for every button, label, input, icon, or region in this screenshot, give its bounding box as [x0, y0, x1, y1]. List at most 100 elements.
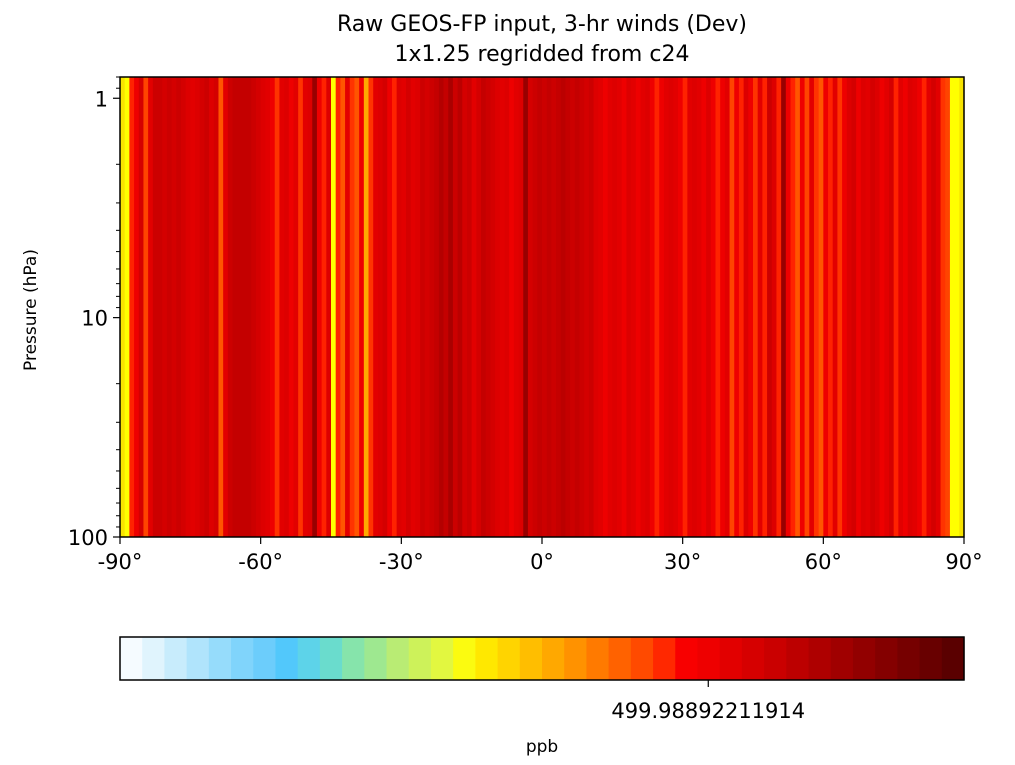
- heatmap-band: [523, 77, 529, 537]
- heatmap-band: [396, 77, 402, 537]
- x-tick-label: 60°: [805, 550, 842, 574]
- heatmap-band: [565, 77, 571, 537]
- colorbar-segment: [542, 637, 565, 680]
- heatmap-band: [954, 77, 960, 537]
- heatmap-band: [443, 77, 449, 537]
- heatmap-band: [246, 77, 252, 537]
- heatmap-band: [251, 77, 257, 537]
- heatmap-band: [532, 77, 538, 537]
- heatmap-band: [635, 77, 642, 537]
- x-tick-label: 30°: [664, 550, 701, 574]
- heatmap-band: [574, 77, 581, 537]
- heatmap-band: [232, 77, 238, 537]
- heatmap-band: [340, 77, 346, 537]
- heatmap-band: [204, 77, 210, 537]
- colorbar-segment: [653, 637, 676, 680]
- heatmap-band: [227, 77, 234, 537]
- heatmap-band: [218, 77, 224, 537]
- heatmap-band: [335, 77, 341, 537]
- heatmap-band: [190, 77, 196, 537]
- y-tick-label: 10: [81, 307, 108, 331]
- heatmap-band: [176, 77, 182, 537]
- heatmap-band: [509, 77, 515, 537]
- colorbar-segment: [275, 637, 299, 680]
- heatmap-band: [588, 77, 595, 537]
- heatmap-band: [382, 77, 388, 537]
- heatmap-band: [767, 77, 773, 537]
- heatmap-band: [842, 77, 848, 537]
- heatmap-band: [659, 77, 665, 537]
- colorbar-segment: [408, 637, 432, 680]
- heatmap-band: [757, 77, 763, 537]
- heatmap-band: [917, 77, 923, 537]
- colorbar-segment: [164, 637, 188, 680]
- heatmap-band: [654, 77, 660, 537]
- colorbar-segment: [297, 637, 321, 680]
- heatmap-band: [434, 77, 440, 537]
- heatmap-band: [387, 77, 393, 537]
- heatmap-band: [673, 77, 679, 537]
- heatmap-band: [270, 77, 276, 537]
- y-axis-label: Pressure (hPa): [21, 249, 41, 371]
- heatmap-band: [195, 77, 201, 537]
- colorbar-segment: [208, 637, 232, 680]
- colorbar-segment: [830, 637, 854, 680]
- heatmap-band: [631, 77, 637, 537]
- colorbar-tick-label: 499.98892211914: [611, 699, 805, 723]
- heatmap-band: [677, 77, 684, 537]
- heatmap-band: [860, 77, 867, 537]
- heatmap-band: [298, 77, 304, 537]
- heatmap-band: [851, 77, 857, 537]
- heatmap-band: [255, 77, 262, 537]
- heatmap-band: [874, 77, 881, 537]
- heatmap-band: [518, 77, 524, 537]
- colorbar-segment: [430, 637, 454, 680]
- heatmap-band: [237, 77, 243, 537]
- heatmap-band: [166, 77, 173, 537]
- heatmap-band: [326, 77, 332, 537]
- heatmap-band: [640, 77, 646, 537]
- heatmap-band: [687, 77, 693, 537]
- heatmap-band: [715, 77, 721, 537]
- heatmap-band: [813, 77, 820, 537]
- heatmap-band: [921, 77, 928, 537]
- colorbar-segment: [364, 637, 388, 680]
- heatmap-band: [720, 77, 726, 537]
- heatmap-band: [682, 77, 688, 537]
- heatmap-band: [753, 77, 759, 537]
- heatmap-band: [884, 77, 890, 537]
- heatmap-band: [363, 77, 370, 537]
- heatmap-band: [935, 77, 942, 537]
- heatmap-band: [785, 77, 792, 537]
- colorbar-segment: [519, 637, 543, 680]
- heatmap-band: [490, 77, 496, 537]
- heatmap-band: [481, 77, 487, 537]
- heatmap-band: [668, 77, 674, 537]
- heatmap-band: [307, 77, 313, 537]
- heatmap-band: [495, 77, 501, 537]
- colorbar-segment: [697, 637, 721, 680]
- heatmap-band: [274, 77, 281, 537]
- colorbar-segment: [852, 637, 876, 680]
- heatmap-band: [241, 77, 248, 537]
- heatmap-band: [260, 77, 266, 537]
- heatmap-band: [649, 77, 656, 537]
- heatmap-band: [738, 77, 745, 537]
- heatmap-band: [354, 77, 360, 537]
- colorbar-segment: [120, 637, 143, 680]
- heatmap-band: [288, 77, 295, 537]
- heatmap-band: [209, 77, 215, 537]
- heatmap-band: [527, 77, 534, 537]
- heatmap-band: [279, 77, 285, 537]
- heatmap-band: [710, 77, 717, 537]
- heatmap-band: [124, 77, 130, 537]
- colorbar-segment: [786, 637, 810, 680]
- heatmap-band: [781, 77, 787, 537]
- heatmap-band: [907, 77, 914, 537]
- colorbar-segment: [630, 637, 654, 680]
- heatmap-band: [617, 77, 623, 537]
- x-tick-label: -90°: [98, 550, 143, 574]
- heatmap-band: [593, 77, 599, 537]
- colorbar-segment: [808, 637, 832, 680]
- colorbar-segment: [142, 637, 166, 680]
